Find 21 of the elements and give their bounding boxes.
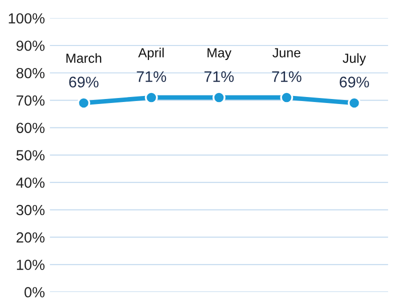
y-tick-label: 40% <box>16 178 45 188</box>
x-tick-label: June <box>272 48 300 58</box>
y-tick-label: 0% <box>24 287 45 298</box>
y-tick-label: 20% <box>16 232 45 243</box>
y-tick-label: 70% <box>16 95 45 106</box>
y-tick-label: 30% <box>16 204 45 216</box>
y-tick-label: 60% <box>16 122 45 134</box>
text: 71% <box>272 71 302 82</box>
x-tick-label: July <box>342 53 366 66</box>
x-tick-label: March <box>66 53 102 63</box>
text: 71% <box>204 71 234 82</box>
x-tick-label: May <box>208 48 232 60</box>
text: 71% <box>136 71 166 82</box>
x-tick-label: April <box>138 48 164 60</box>
y-tick-label: 80% <box>16 68 45 78</box>
y-tick-label: 100% <box>8 13 45 24</box>
text: 69% <box>69 76 98 88</box>
text: 69% <box>340 76 370 88</box>
y-tick-label: 90% <box>16 40 45 51</box>
y-tick-label: 10% <box>16 260 45 270</box>
y-tick-label: 50% <box>16 150 45 160</box>
